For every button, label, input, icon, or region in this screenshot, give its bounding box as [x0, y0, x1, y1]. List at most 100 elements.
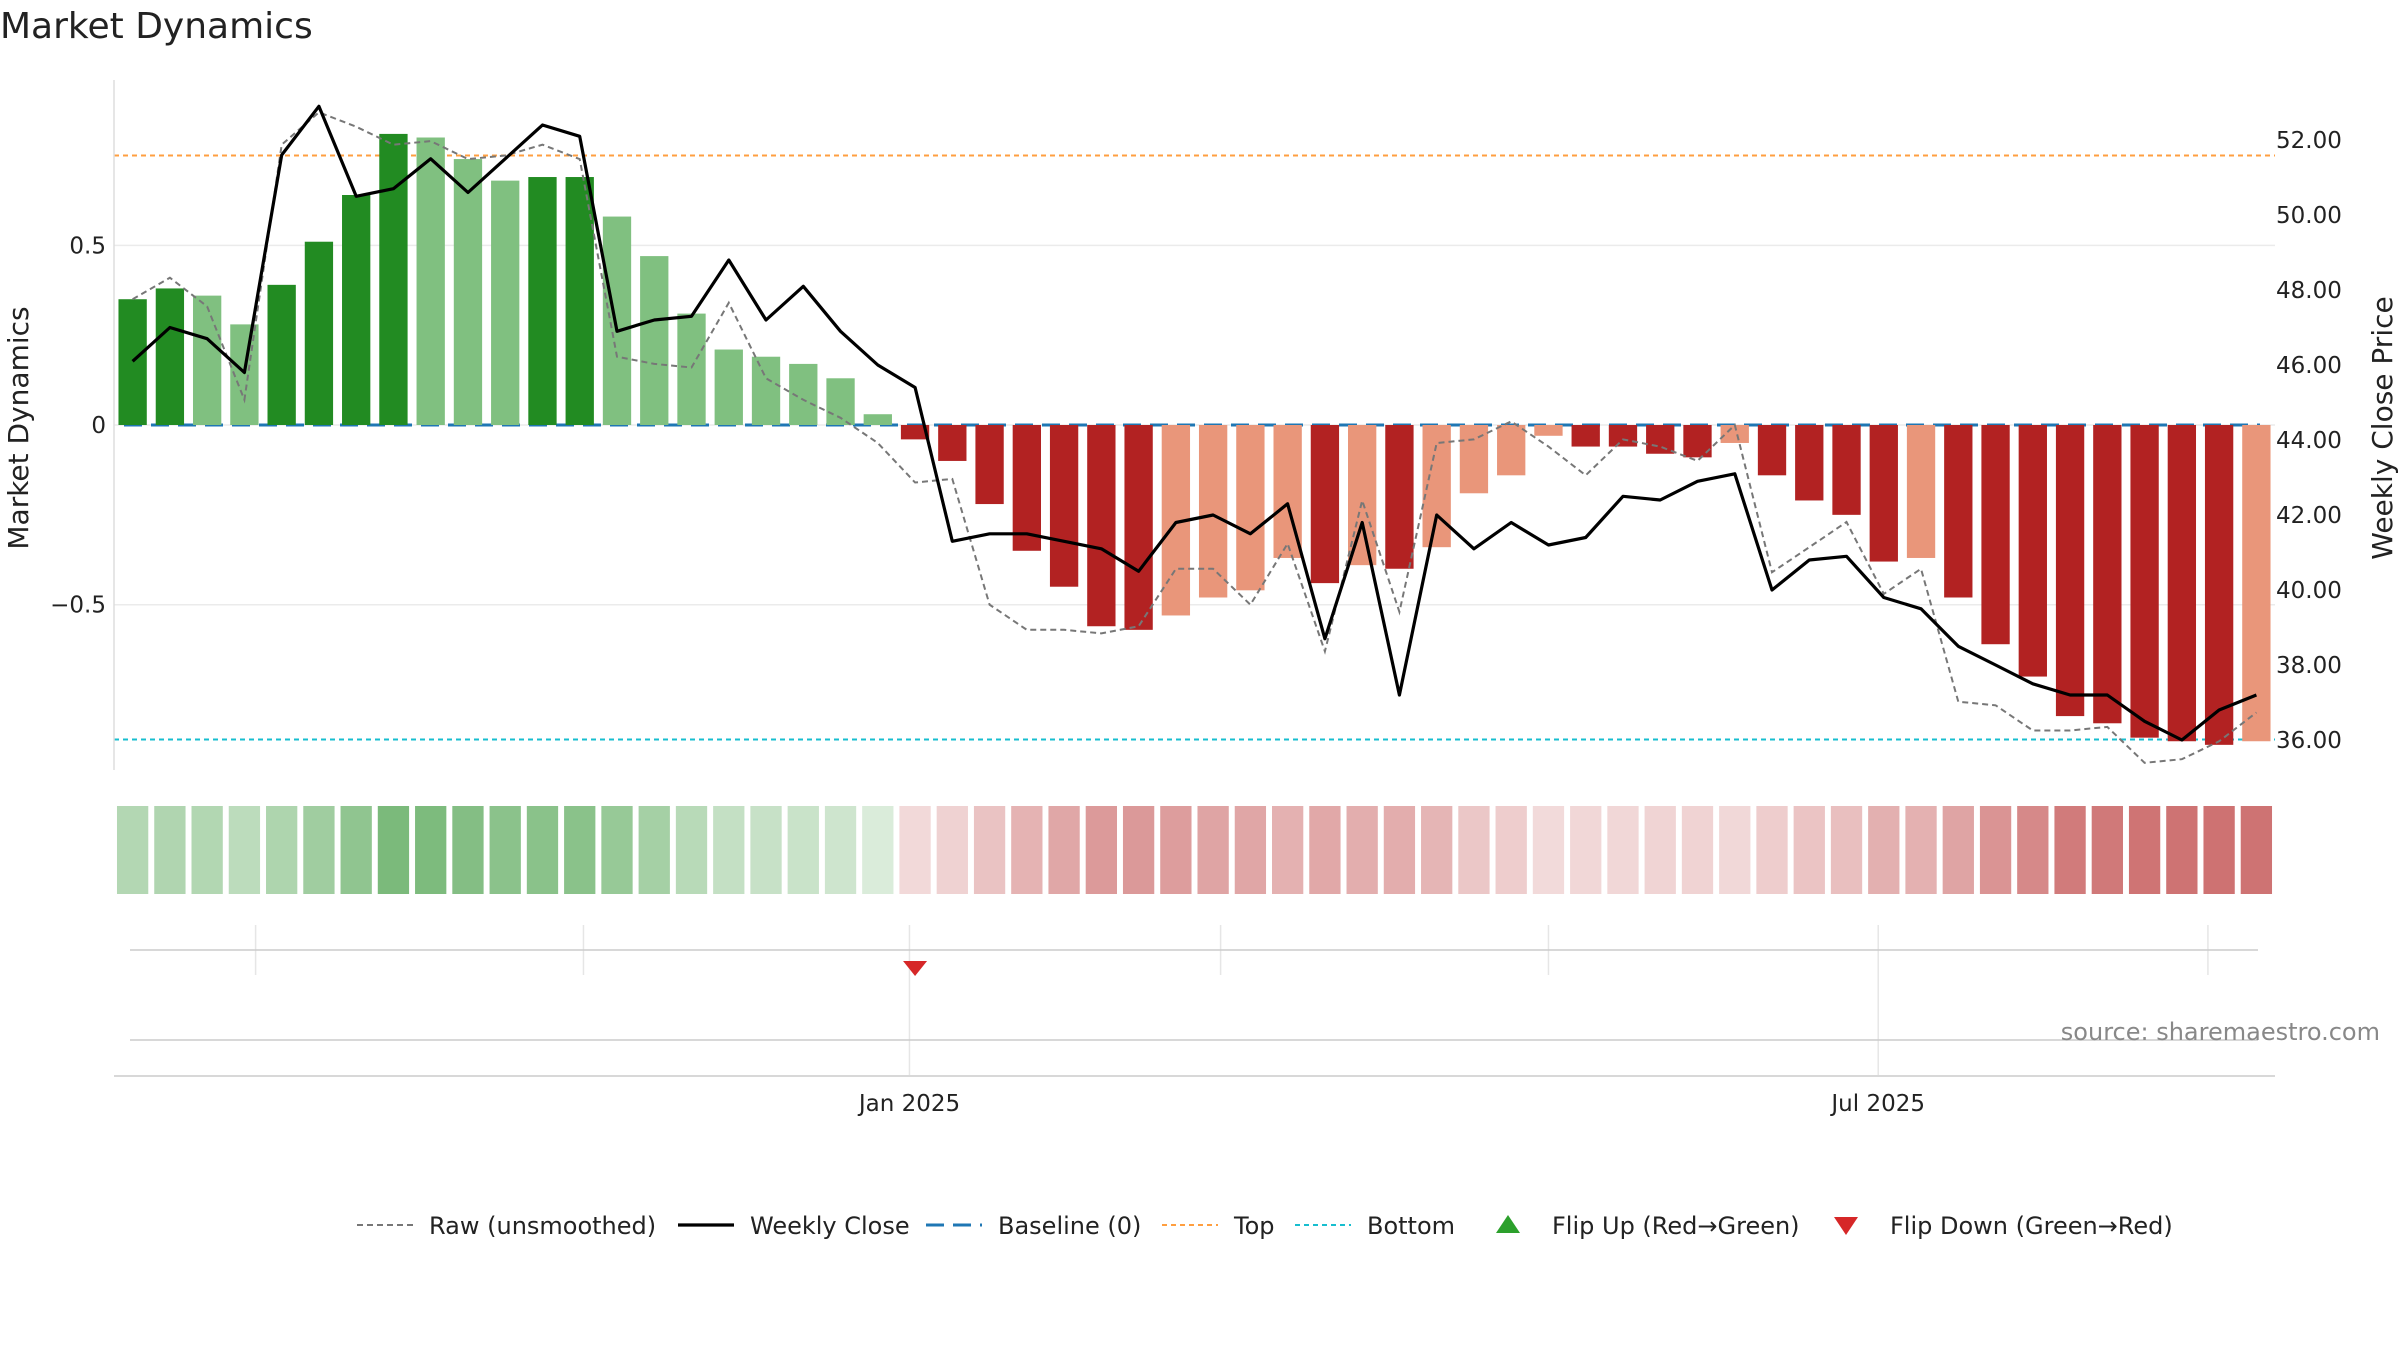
raw-unsmoothed-line	[132, 111, 2258, 764]
heat-strip-cell	[601, 806, 633, 894]
dynamics-bar	[2167, 425, 2197, 742]
dynamics-bar	[155, 288, 185, 425]
y-tick-label: −0.5	[50, 593, 106, 619]
dynamics-bar	[379, 133, 408, 425]
legend-baseline-label: Baseline (0)	[998, 1212, 1141, 1240]
x-tick-label: Jan 2025	[857, 1091, 960, 1117]
heat-strip-cell	[1234, 806, 1267, 894]
dynamics-bar	[677, 313, 706, 425]
heat-strip-cell	[638, 806, 670, 894]
flip-down-marker	[903, 961, 928, 976]
heat-strip-cell	[1979, 806, 2012, 894]
heat-strip-cell	[1011, 806, 1043, 894]
dynamics-bar	[267, 284, 296, 425]
heat-strip-cell	[1160, 806, 1192, 894]
heat-strip-cell	[899, 806, 931, 894]
heat-strip-cell	[936, 806, 968, 894]
dynamics-bar	[118, 299, 147, 425]
dynamics-bar	[640, 256, 669, 425]
heat-strip-cell	[787, 806, 819, 894]
heat-strip-cell	[1532, 806, 1565, 894]
heat-strip-cell	[1942, 806, 1974, 894]
dynamics-bar	[714, 349, 743, 425]
dynamics-bar	[1534, 425, 1563, 436]
dynamics-bar	[192, 295, 222, 425]
dynamics-bar	[1087, 425, 1116, 627]
dynamics-bar	[1869, 425, 1898, 562]
heat-strip-cell	[154, 806, 186, 894]
heat-strip-cell	[2054, 806, 2086, 894]
legend: Raw (unsmoothed) Weekly Close Baseline (0)…	[357, 1212, 2173, 1240]
dynamics-bar	[1124, 425, 1153, 630]
dynamics-bar	[1720, 425, 1749, 443]
heat-strip-cell	[266, 806, 298, 894]
y2-tick-label: 40.00	[2276, 578, 2342, 604]
weekly-close-line	[131, 104, 2257, 742]
legend-bottom-label: Bottom	[1367, 1212, 1455, 1240]
heat-strip-cell	[377, 806, 410, 894]
y2-axis-title: Weekly Close Price	[2366, 296, 2399, 559]
dynamics-bar	[1198, 425, 1228, 598]
dynamics-bar	[416, 137, 445, 425]
legend-raw-label: Raw (unsmoothed)	[429, 1212, 656, 1240]
heat-strip-cell	[191, 806, 223, 894]
heat-strip-cell	[452, 806, 484, 894]
y2-tick-label: 46.00	[2276, 353, 2342, 379]
dynamics-bar	[1012, 425, 1041, 551]
dynamics-bar	[1646, 425, 1675, 454]
dynamics-bar	[342, 195, 371, 425]
heat-strip-cell	[1719, 806, 1751, 894]
dynamics-bar	[1795, 425, 1824, 501]
heat-strip-cell	[1122, 806, 1155, 894]
heat-strip-cell	[1905, 806, 1937, 894]
source-label: source: sharemaestro.com	[2061, 1018, 2380, 1046]
legend-flip-down-swatch	[1834, 1217, 1858, 1235]
dynamics-bar	[2018, 425, 2047, 677]
dynamics-bar	[304, 241, 334, 425]
dynamics-bar	[1906, 425, 1936, 558]
legend-weekly-close-label: Weekly Close	[750, 1212, 910, 1240]
heat-strip-cell	[862, 806, 894, 894]
dynamics-bar	[2204, 425, 2234, 745]
flip-events-panel: Jan 2025 Jul 2025	[114, 925, 2275, 1117]
heat-strip-cell	[116, 806, 149, 894]
y2-tick-label: 44.00	[2276, 428, 2342, 454]
dynamics-bar	[863, 414, 892, 425]
heat-strip-cell	[303, 806, 335, 894]
dynamics-bar	[1608, 425, 1638, 447]
y2-tick-label: 52.00	[2276, 128, 2342, 154]
heat-strip-cell	[675, 806, 708, 894]
dynamics-bar	[453, 159, 483, 425]
heat-strip-cell	[2091, 806, 2123, 894]
price-lines	[131, 104, 2258, 764]
dynamics-bar	[1757, 425, 1787, 476]
heat-strip-cell	[526, 806, 559, 894]
y-tick-label: 0	[91, 413, 106, 439]
y2-tick-label: 38.00	[2276, 653, 2342, 679]
dynamics-bars	[118, 133, 2271, 745]
dynamics-bar	[1236, 425, 1265, 591]
heat-strip-cell	[2166, 806, 2198, 894]
dynamics-bar	[1049, 425, 1079, 587]
dynamics-bar	[2130, 425, 2159, 738]
heat-strip-cell	[564, 806, 596, 894]
heat-strip-cell	[1383, 806, 1416, 894]
heat-strip-cell	[1830, 806, 1863, 894]
heat-strip-cell	[1570, 806, 1602, 894]
heat-strip-cell	[340, 806, 372, 894]
y2-tick-label: 42.00	[2276, 503, 2342, 529]
dynamics-bar	[1944, 425, 1973, 598]
dynamics-bar	[751, 356, 781, 425]
chart-title: Market Dynamics	[0, 6, 313, 47]
x-tick-label: Jul 2025	[1829, 1091, 1925, 1117]
dynamics-bar	[491, 180, 520, 425]
y2-tick-label: 50.00	[2276, 203, 2342, 229]
heat-strip-cell	[489, 806, 521, 894]
heat-strip-cell	[2240, 806, 2273, 894]
heat-strip-cell	[1271, 806, 1304, 894]
legend-top-label: Top	[1233, 1212, 1275, 1240]
heat-strip-cell	[1309, 806, 1341, 894]
heat-strip-cell	[2017, 806, 2049, 894]
heat-strip-cell	[415, 806, 447, 894]
heat-strip-cell	[973, 806, 1006, 894]
